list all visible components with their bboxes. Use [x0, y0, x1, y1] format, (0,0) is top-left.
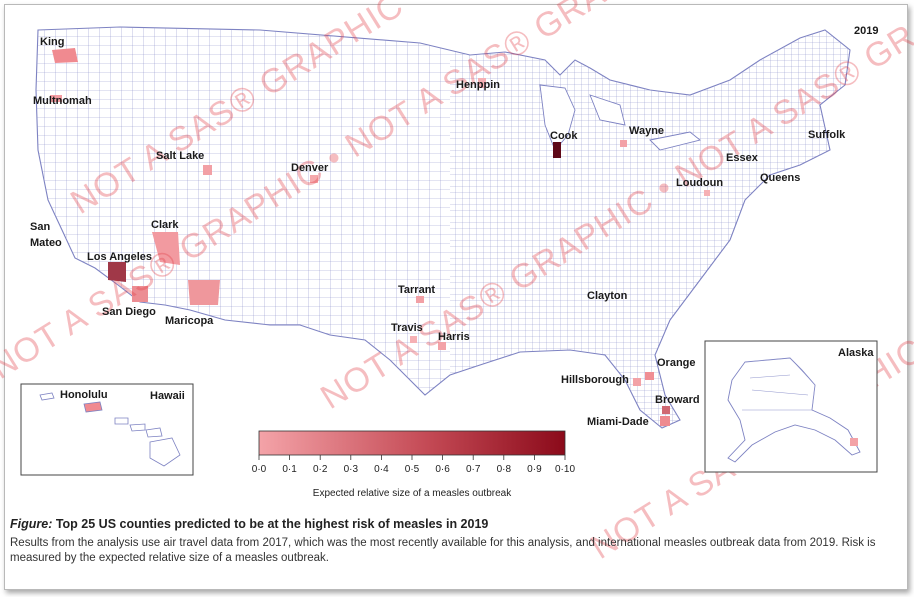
- figure-caption-title: Figure: Top 25 US counties predicted to …: [10, 517, 488, 531]
- county-broward: [662, 406, 670, 414]
- alaska-inset: Alaska: [704, 340, 878, 473]
- label-clark: Clark: [151, 219, 179, 231]
- county-loudoun: [704, 190, 710, 196]
- label-miami-dade: Miami-Dade: [587, 416, 649, 428]
- label-henppin: Henppin: [456, 79, 500, 91]
- hawaii-title: Hawaii: [150, 390, 185, 402]
- county-cook: [553, 142, 561, 158]
- legend-tick-label: 0·4: [374, 464, 389, 475]
- legend-tick-label: 0·0: [252, 464, 267, 475]
- label-essex: Essex: [726, 152, 759, 164]
- legend-tick-label: 0·3: [344, 464, 359, 475]
- legend-tick-label: 0·7: [466, 464, 481, 475]
- label-queens: Queens: [760, 172, 800, 184]
- county-harris: [438, 342, 446, 350]
- county-maricopa: [188, 280, 220, 305]
- hawaii-inset: Honolulu Hawaii: [20, 383, 194, 476]
- county-wayne: [620, 140, 627, 147]
- figure-label: Figure:: [10, 517, 53, 531]
- county-los-angeles: [108, 262, 126, 282]
- legend-tick-label: 0·6: [435, 464, 450, 475]
- legend: 0·0 0·1 0·2 0·3 0·4 0·5 0·6 0·7 0·8 0·9 0·10 Expec…: [252, 430, 575, 499]
- label-broward: Broward: [655, 394, 700, 406]
- label-wayne: Wayne: [629, 125, 664, 137]
- legend-tick-label: 0·8: [497, 464, 512, 475]
- label-maricopa: Maricopa: [165, 315, 214, 327]
- county-orange: [645, 372, 654, 380]
- county-clark: [152, 232, 180, 265]
- label-salt-lake: Salt Lake: [156, 150, 204, 162]
- label-suffolk: Suffolk: [808, 129, 846, 141]
- legend-tick-label: 0·1: [282, 464, 297, 475]
- county-hillsborough: [633, 378, 641, 386]
- county-labels: King Multnomah Salt Lake San Mateo Clark…: [30, 36, 846, 428]
- label-mateo: Mateo: [30, 237, 62, 249]
- county-miami-dade: [660, 416, 670, 426]
- label-orange: Orange: [657, 357, 696, 369]
- county-henppin: [478, 78, 486, 88]
- label-san-diego: San Diego: [102, 306, 156, 318]
- legend-tick-label: 0·5: [405, 464, 420, 475]
- county-travis: [410, 336, 417, 343]
- risk-counties: [50, 48, 710, 426]
- label-multnomah: Multnomah: [33, 95, 92, 107]
- figure-caption-body: Results from the analysis use air travel…: [10, 537, 876, 564]
- figure-title: Top 25 US counties predicted to be at th…: [55, 517, 489, 531]
- county-salt-lake: [203, 165, 212, 175]
- county-denver: [310, 175, 318, 183]
- label-cook: Cook: [550, 130, 578, 142]
- legend-tick-label: 0·9: [527, 464, 542, 475]
- label-san: San: [30, 221, 50, 233]
- label-travis: Travis: [391, 322, 423, 334]
- legend-color-bar: [258, 430, 566, 456]
- county-san-diego: [132, 286, 148, 302]
- label-tarrant: Tarrant: [398, 284, 435, 296]
- legend-ticks: 0·0 0·1 0·2 0·3 0·4 0·5 0·6 0·7 0·8 0·9 0·10: [252, 455, 575, 475]
- label-harris: Harris: [438, 331, 470, 343]
- label-king: King: [40, 36, 64, 48]
- label-los-angeles: Los Angeles: [87, 251, 152, 263]
- alaska-title: Alaska: [838, 347, 874, 359]
- legend-title: Expected relative size of a measles outb…: [313, 488, 512, 499]
- label-loudoun: Loudoun: [676, 177, 723, 189]
- year-label: 2019: [854, 25, 878, 37]
- label-denver: Denver: [291, 162, 329, 174]
- label-clayton: Clayton: [587, 290, 628, 302]
- county-king: [52, 48, 78, 63]
- county-multnomah: [50, 95, 62, 102]
- legend-tick-label: 0·2: [313, 464, 328, 475]
- county-tarrant: [416, 296, 424, 303]
- legend-tick-label: 0·10: [555, 464, 575, 475]
- label-hillsborough: Hillsborough: [561, 374, 629, 386]
- label-honolulu: Honolulu: [60, 389, 108, 401]
